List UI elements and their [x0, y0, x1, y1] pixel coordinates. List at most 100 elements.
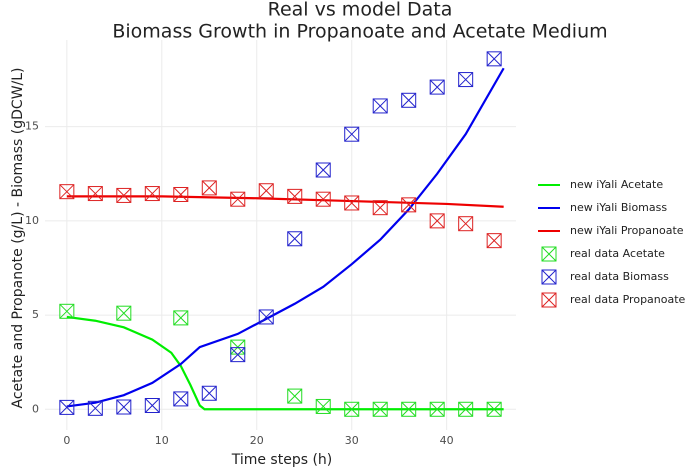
marker: [287, 188, 303, 204]
marker: [116, 187, 132, 203]
marker-box: [59, 184, 75, 200]
marker-box: [287, 188, 303, 204]
marker-cross: [144, 186, 160, 201]
marker-box: [401, 92, 417, 108]
marker: [59, 399, 75, 415]
marker: [87, 186, 103, 202]
marker-box: [372, 98, 388, 114]
marker-box: [258, 309, 274, 325]
legend-swatch: [541, 269, 557, 285]
marker-box: [258, 183, 274, 199]
marker-box: [486, 401, 502, 417]
marker-box: [230, 347, 246, 363]
marker: [458, 72, 474, 88]
marker-box: [401, 401, 417, 417]
marker: [258, 183, 274, 199]
marker: [144, 186, 160, 202]
marker-box: [230, 191, 246, 207]
marker-box: [315, 191, 331, 207]
marker-box: [429, 401, 445, 417]
marker: [401, 401, 417, 417]
marker-box: [486, 233, 502, 249]
marker-cross: [258, 309, 274, 325]
marker-cross: [116, 399, 132, 415]
marker-cross: [59, 184, 75, 200]
marker: [230, 191, 246, 207]
marker-box: [458, 401, 474, 417]
marker-box: [87, 186, 103, 202]
marker-box: [116, 399, 132, 415]
marker: [344, 126, 360, 142]
marker-box: [429, 213, 445, 229]
y-tick-label: 5: [32, 308, 39, 321]
marker-box: [401, 197, 417, 213]
y-tick-label: 0: [32, 402, 39, 415]
marker-box: [372, 401, 388, 417]
marker: [173, 310, 189, 326]
legend-label: new iYali Acetate: [570, 178, 663, 191]
marker-box: [315, 398, 331, 414]
marker-cross: [372, 401, 388, 417]
marker: [458, 401, 474, 417]
marker-cross: [429, 79, 445, 95]
marker-cross: [87, 186, 103, 201]
marker-cross: [401, 401, 417, 417]
marker-cross: [486, 233, 502, 249]
line: [66, 195, 504, 208]
marker-box: [372, 200, 388, 216]
marker-cross: [287, 189, 303, 204]
marker-cross: [315, 399, 331, 414]
marker-box: [287, 231, 303, 247]
marker-cross: [315, 191, 331, 207]
marker-cross: [173, 187, 189, 202]
marker: [486, 51, 502, 67]
marker-box: [201, 180, 217, 196]
marker: [486, 401, 502, 417]
marker: [315, 398, 331, 414]
legend-label: real data Propanoate: [570, 293, 686, 306]
legend-label: real data Acetate: [570, 247, 665, 260]
marker: [201, 385, 217, 401]
marker-cross: [144, 398, 160, 413]
marker: [344, 401, 360, 417]
marker-cross: [344, 401, 360, 417]
legend-marker-cross: [541, 292, 557, 308]
marker-cross: [458, 72, 474, 87]
marker-box: [144, 398, 160, 414]
marker-box: [173, 391, 189, 407]
y-tick-label: 10: [25, 214, 39, 227]
marker-cross: [372, 98, 388, 114]
marker-box: [173, 186, 189, 202]
marker: [258, 309, 274, 325]
marker: [401, 92, 417, 108]
marker-cross: [230, 191, 246, 207]
marker: [429, 401, 445, 417]
marker-cross: [486, 51, 502, 67]
marker-cross: [230, 347, 246, 362]
legend-marker-box: [541, 292, 557, 308]
marker: [372, 200, 388, 216]
marker-cross: [116, 188, 132, 203]
marker-box: [315, 162, 331, 178]
marker: [173, 391, 189, 407]
marker-cross: [87, 400, 103, 416]
x-tick-label: 20: [250, 434, 264, 447]
marker: [344, 195, 360, 211]
marker-cross: [372, 200, 388, 216]
legend-swatch: [541, 292, 557, 308]
marker: [429, 213, 445, 229]
marker: [458, 216, 474, 232]
legend-label: real data Biomass: [570, 270, 669, 283]
marker: [116, 305, 132, 321]
marker-cross: [401, 92, 417, 108]
marker: [230, 339, 246, 355]
marker: [315, 191, 331, 207]
x-tick-label: 10: [155, 434, 169, 447]
marker: [429, 79, 445, 95]
marker-box: [344, 126, 360, 142]
marker: [401, 197, 417, 213]
chart-subtitle: Biomass Growth in Propanoate and Acetate…: [112, 21, 607, 43]
marker-box: [458, 72, 474, 88]
